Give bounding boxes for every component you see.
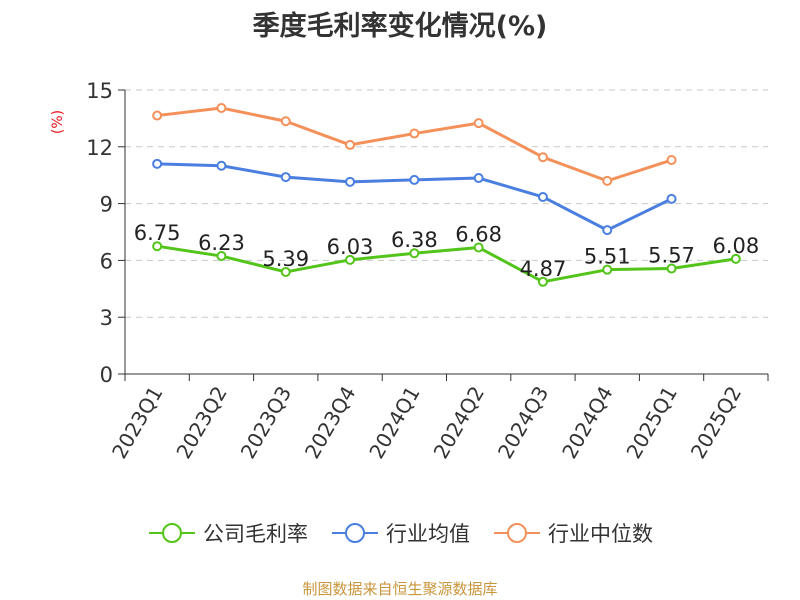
y-tick-label: 0 (100, 363, 113, 387)
data-label: 6.75 (134, 221, 181, 245)
chart-title: 季度毛利率变化情况(%) (252, 11, 548, 42)
data-point (537, 276, 548, 287)
x-tick-label: 2025Q1 (621, 382, 681, 463)
legend-circle (507, 523, 527, 543)
data-point (409, 128, 420, 139)
x-tick-label: 2023Q4 (300, 382, 360, 463)
data-point (473, 118, 484, 129)
data-point (216, 160, 227, 171)
legend-marker-icon (149, 523, 195, 543)
series-line (156, 244, 737, 284)
data-point (666, 155, 677, 166)
x-tick-label: 2024Q2 (429, 382, 489, 463)
y-tick-label: 3 (100, 306, 113, 330)
x-tick-label: 2024Q3 (493, 382, 553, 463)
y-tick-label: 12 (86, 136, 113, 160)
data-point (152, 241, 163, 252)
legend-marker-icon (332, 523, 378, 543)
data-point (602, 264, 613, 275)
series-line (157, 162, 673, 232)
legend-circle (162, 523, 182, 543)
x-tick-label: 2025Q2 (686, 382, 746, 463)
data-point (280, 266, 291, 277)
legend-item[interactable]: 行业中位数 (492, 518, 653, 548)
data-point (602, 225, 613, 236)
data-point (152, 158, 163, 169)
legend-label: 公司毛利率 (203, 522, 308, 546)
data-point (280, 172, 291, 183)
x-tick-label: 2024Q4 (557, 382, 617, 463)
legend-label: 行业均值 (386, 522, 470, 546)
legend: 公司毛利率 行业均值 行业中位数 (0, 518, 800, 548)
data-label: 5.51 (584, 245, 631, 269)
x-tick-label: 2023Q2 (171, 382, 231, 463)
data-point (473, 242, 484, 253)
data-point (666, 263, 677, 274)
data-point (216, 251, 227, 262)
data-point (537, 191, 548, 202)
data-point (473, 173, 484, 184)
y-tick-label: 15 (86, 79, 113, 103)
data-label: 6.03 (327, 235, 374, 259)
data-point (602, 175, 613, 186)
legend-label: 行业中位数 (548, 522, 653, 546)
legend-item[interactable]: 行业均值 (330, 518, 470, 548)
data-point (345, 254, 356, 265)
data-point (409, 248, 420, 259)
data-point (409, 174, 420, 185)
data-point (345, 139, 356, 150)
x-tick-label: 2024Q1 (364, 382, 424, 463)
data-point (280, 116, 291, 127)
legend-circle (345, 523, 365, 543)
data-label: 5.39 (262, 247, 309, 271)
data-label: 6.23 (198, 231, 245, 255)
legend-marker-icon (494, 523, 540, 543)
x-tick-label: 2023Q3 (236, 382, 296, 463)
x-tick-label: 2023Q1 (107, 382, 167, 463)
data-point (537, 152, 548, 163)
data-label: 5.57 (648, 244, 695, 268)
y-tick-label: 9 (100, 193, 113, 217)
data-label: 6.38 (391, 228, 438, 252)
source-note: 制图数据来自恒生聚源数据库 (302, 580, 498, 598)
data-point (345, 176, 356, 187)
legend-item[interactable]: 公司毛利率 (147, 518, 308, 548)
data-point (730, 253, 741, 264)
data-label: 6.08 (712, 234, 759, 258)
data-point (216, 102, 227, 113)
series-line (156, 106, 673, 183)
y-tick-label: 6 (100, 249, 113, 273)
data-label: 6.68 (455, 223, 502, 247)
data-label: 4.87 (520, 257, 567, 281)
data-point (152, 110, 163, 121)
data-point (666, 193, 677, 204)
